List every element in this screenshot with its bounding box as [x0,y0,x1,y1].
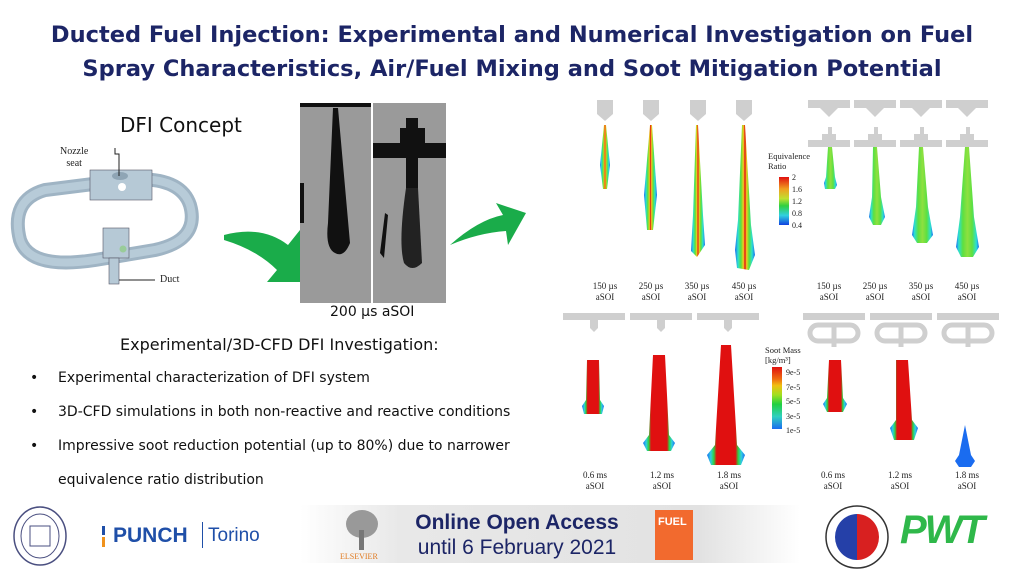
soot-mass-panels [563,313,999,467]
time-label: 1.8 ms aSOI [716,470,741,491]
open-access-line-1: Online Open Access [415,511,619,534]
time-label: 1.2 ms aSOI [649,470,674,491]
time-label: 0.6 ms aSOI [582,470,607,491]
time-label: 450 µs aSOI [954,281,980,302]
pwt-logo: PWT [900,508,985,552]
open-access-line-2: until 6 February 2021 [417,536,617,559]
title-line-2: Spray Characteristics, Air/Fuel Mixing a… [82,56,942,82]
equivalence-legend-ticks: 2 1.6 1.2 0.8 0.4 [792,173,802,230]
time-label: 0.6 ms aSOI [820,470,845,491]
concept-heading: DFI Concept [120,113,242,137]
punch-logo-mark [102,537,105,547]
polito-seal-logo [13,506,67,566]
schlieren-caption: 200 µs aSOI [330,304,415,320]
duct-label: Duct [160,274,180,285]
equivalence-legend-title: Equivalence Ratio [768,151,811,171]
time-label: 250 µs aSOI [862,281,888,302]
arrow-icon [450,203,526,245]
time-label: 1.8 ms aSOI [954,470,979,491]
time-label: 1.2 ms aSOI [887,470,912,491]
fuel-journal-cover: FUEL [655,510,693,560]
arrow-icon [224,230,302,282]
investigation-heading: Experimental/3D-CFD DFI Investigation: [120,335,439,354]
punch-logo-mark [102,526,105,535]
elsevier-logo-text: ELSEVIER [340,552,378,561]
slide-title: Ducted Fuel Injection: Experimental and … [0,18,1024,86]
logo-divider [202,522,203,548]
title-line-1: Ducted Fuel Injection: Experimental and … [50,22,974,48]
university-seal-logo [825,505,889,569]
elsevier-tree-logo [346,510,378,550]
equivalence-ratio-panels [597,100,988,270]
time-label: 150 µs aSOI [592,281,618,302]
punch-logo-text: PUNCH [113,524,188,547]
footer-band [300,505,800,563]
time-label: 350 µs aSOI [908,281,934,302]
time-label: 350 µs aSOI [684,281,710,302]
time-label: 150 µs aSOI [816,281,842,302]
dfi-apparatus-figure [10,148,199,285]
soot-legend-ticks: 9e-5 7e-5 5e-5 3e-5 1e-5 [786,368,801,435]
soot-legend-title: Soot Mass [kg/m³] [765,345,801,365]
torino-logo-text: Torino [208,525,260,546]
time-label: 250 µs aSOI [638,281,664,302]
time-label: 450 µs aSOI [731,281,757,302]
schlieren-images [300,103,446,303]
nozzle-seat-label: Nozzle seat [60,146,89,169]
